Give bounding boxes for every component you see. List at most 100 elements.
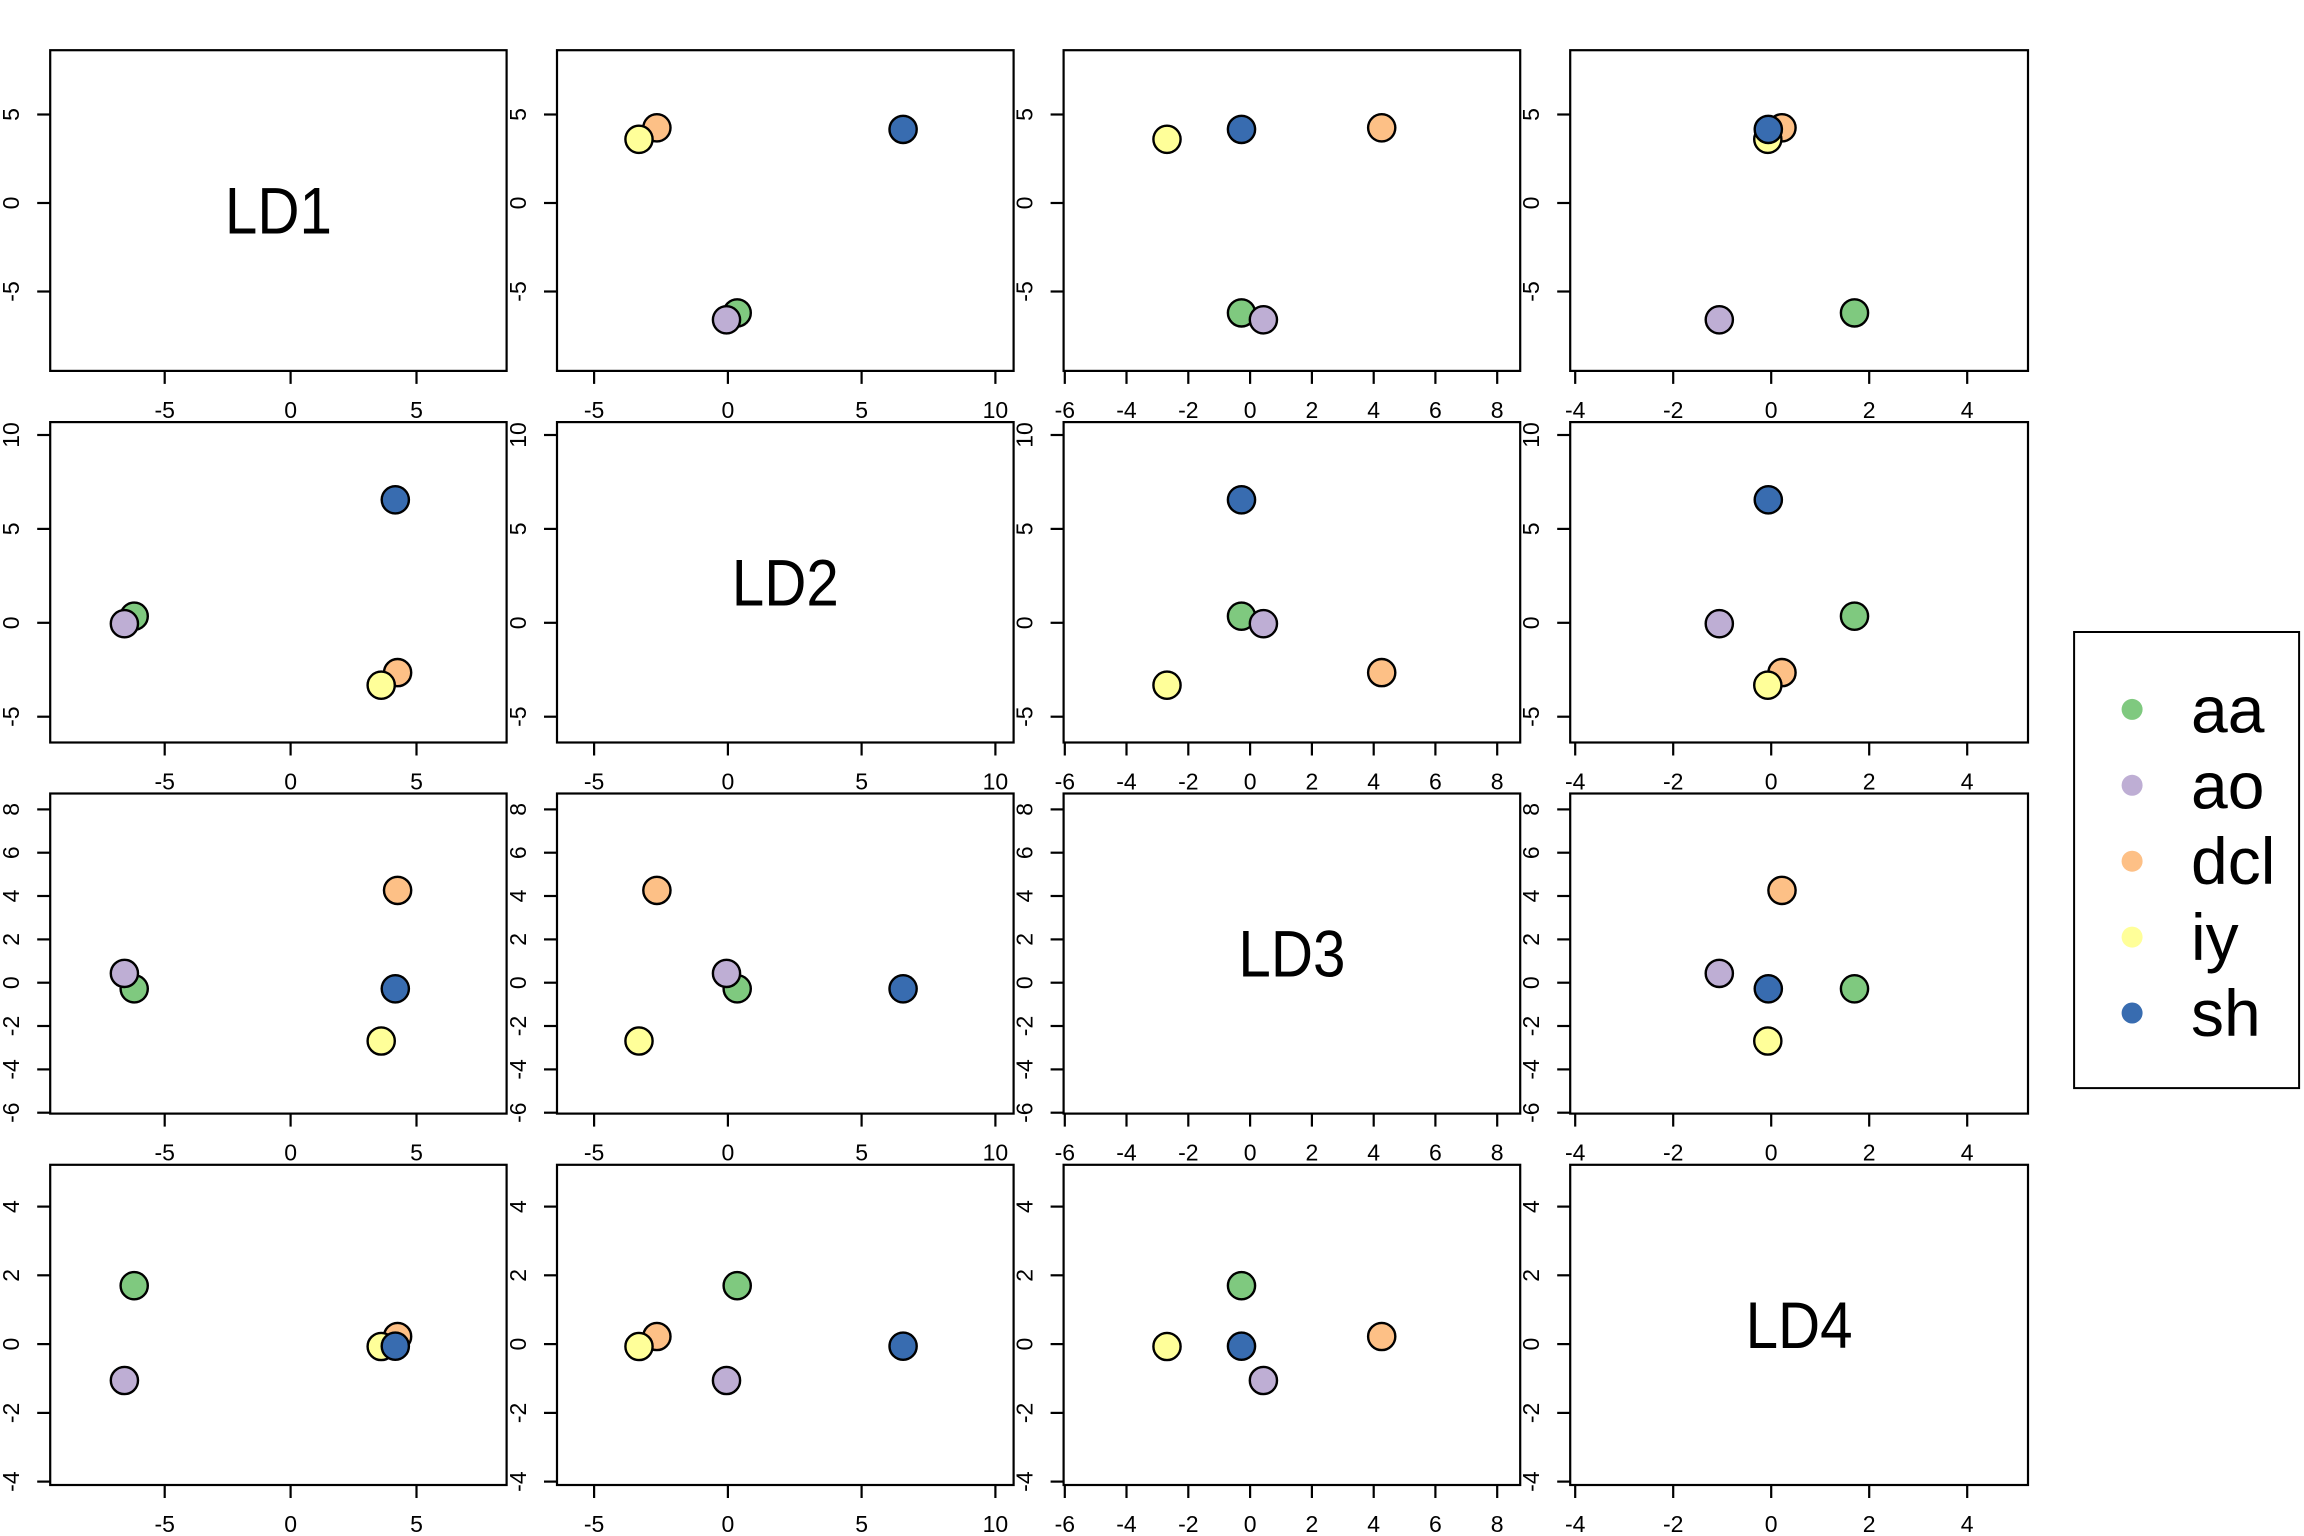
svg-text:4: 4 <box>505 889 531 902</box>
svg-text:6: 6 <box>1518 846 1544 859</box>
svg-text:-5: -5 <box>1012 706 1038 726</box>
svg-text:8: 8 <box>505 803 531 816</box>
svg-text:-5: -5 <box>154 1140 174 1166</box>
svg-text:-2: -2 <box>1178 397 1198 423</box>
svg-text:0: 0 <box>1765 1511 1778 1536</box>
svg-text:0: 0 <box>0 976 24 989</box>
svg-text:-5: -5 <box>584 769 604 795</box>
svg-text:8: 8 <box>0 803 24 816</box>
svg-text:4: 4 <box>1012 889 1038 902</box>
svg-text:-5: -5 <box>505 281 531 301</box>
svg-text:4: 4 <box>1961 1140 1974 1166</box>
svg-text:5: 5 <box>1518 108 1544 121</box>
svg-text:6: 6 <box>0 846 24 859</box>
svg-text:-6: -6 <box>1055 397 1075 423</box>
svg-text:0: 0 <box>505 976 531 989</box>
svg-text:10: 10 <box>505 422 531 448</box>
svg-text:8: 8 <box>1491 397 1504 423</box>
svg-text:0: 0 <box>1765 397 1778 423</box>
svg-text:0: 0 <box>505 1338 531 1351</box>
svg-text:-5: -5 <box>0 281 24 301</box>
svg-text:-2: -2 <box>0 1016 24 1036</box>
svg-text:0: 0 <box>1244 1140 1257 1166</box>
svg-text:-4: -4 <box>1116 1511 1137 1536</box>
svg-text:0: 0 <box>284 1140 297 1166</box>
svg-text:-6: -6 <box>1012 1102 1038 1122</box>
svg-text:4: 4 <box>1518 1200 1544 1213</box>
svg-text:5: 5 <box>505 523 531 536</box>
svg-text:-2: -2 <box>0 1403 24 1423</box>
svg-text:-5: -5 <box>1012 281 1038 301</box>
svg-text:-4: -4 <box>1012 1471 1038 1492</box>
svg-text:2: 2 <box>1518 933 1544 946</box>
svg-text:6: 6 <box>1012 846 1038 859</box>
svg-text:-5: -5 <box>584 397 604 423</box>
svg-text:2: 2 <box>1863 1140 1876 1166</box>
svg-text:0: 0 <box>505 616 531 629</box>
svg-text:10: 10 <box>983 1140 1009 1166</box>
svg-text:5: 5 <box>1012 523 1038 536</box>
svg-text:-6: -6 <box>1055 1140 1075 1166</box>
svg-text:0: 0 <box>722 1140 735 1166</box>
svg-text:2: 2 <box>1306 769 1319 795</box>
svg-text:4: 4 <box>1367 1140 1380 1166</box>
svg-text:LD3: LD3 <box>1238 917 1345 991</box>
svg-text:0: 0 <box>284 769 297 795</box>
svg-text:-2: -2 <box>505 1016 531 1036</box>
svg-text:5: 5 <box>855 397 868 423</box>
svg-text:4: 4 <box>1367 1511 1380 1536</box>
svg-text:2: 2 <box>1518 1269 1544 1282</box>
svg-text:0: 0 <box>1518 197 1544 210</box>
svg-text:5: 5 <box>0 523 24 536</box>
svg-text:-2: -2 <box>1663 1140 1683 1166</box>
svg-text:0: 0 <box>722 1511 735 1536</box>
svg-text:-4: -4 <box>1116 769 1137 795</box>
svg-text:2: 2 <box>505 1269 531 1282</box>
svg-text:4: 4 <box>1961 397 1974 423</box>
svg-text:LD2: LD2 <box>732 545 839 619</box>
svg-text:0: 0 <box>1012 976 1038 989</box>
svg-text:2: 2 <box>1306 1140 1319 1166</box>
svg-text:ao: ao <box>2191 748 2264 822</box>
svg-text:0: 0 <box>505 197 531 210</box>
svg-text:0: 0 <box>722 397 735 423</box>
svg-text:-5: -5 <box>0 706 24 726</box>
svg-text:0: 0 <box>284 1511 297 1536</box>
svg-text:-2: -2 <box>1012 1403 1038 1423</box>
svg-text:-4: -4 <box>1565 1511 1586 1536</box>
svg-text:sh: sh <box>2191 976 2261 1050</box>
svg-text:-2: -2 <box>1012 1016 1038 1036</box>
svg-text:2: 2 <box>1306 397 1319 423</box>
svg-text:-4: -4 <box>1565 769 1586 795</box>
svg-text:0: 0 <box>284 397 297 423</box>
svg-text:4: 4 <box>1961 1511 1974 1536</box>
svg-text:10: 10 <box>983 769 1009 795</box>
svg-text:-6: -6 <box>1055 769 1075 795</box>
svg-text:5: 5 <box>1012 108 1038 121</box>
svg-text:-6: -6 <box>0 1102 24 1122</box>
svg-text:-4: -4 <box>505 1471 531 1492</box>
svg-text:0: 0 <box>1244 769 1257 795</box>
svg-text:2: 2 <box>1863 1511 1876 1536</box>
svg-text:4: 4 <box>0 1200 24 1213</box>
svg-text:0: 0 <box>1518 976 1544 989</box>
svg-text:2: 2 <box>1012 933 1038 946</box>
svg-text:5: 5 <box>410 769 423 795</box>
svg-text:5: 5 <box>410 397 423 423</box>
svg-text:6: 6 <box>1429 397 1442 423</box>
svg-text:-2: -2 <box>1178 1511 1198 1536</box>
svg-text:0: 0 <box>1012 197 1038 210</box>
svg-text:-6: -6 <box>505 1102 531 1122</box>
svg-text:-5: -5 <box>154 1511 174 1536</box>
svg-text:8: 8 <box>1012 803 1038 816</box>
svg-text:4: 4 <box>0 889 24 902</box>
svg-text:2: 2 <box>1863 769 1876 795</box>
svg-text:8: 8 <box>1518 803 1544 816</box>
svg-text:LD4: LD4 <box>1746 1288 1853 1362</box>
svg-text:0: 0 <box>1765 1140 1778 1166</box>
svg-text:5: 5 <box>410 1140 423 1166</box>
svg-text:6: 6 <box>1429 769 1442 795</box>
svg-text:4: 4 <box>1518 889 1544 902</box>
svg-text:5: 5 <box>855 1140 868 1166</box>
svg-text:4: 4 <box>505 1200 531 1213</box>
